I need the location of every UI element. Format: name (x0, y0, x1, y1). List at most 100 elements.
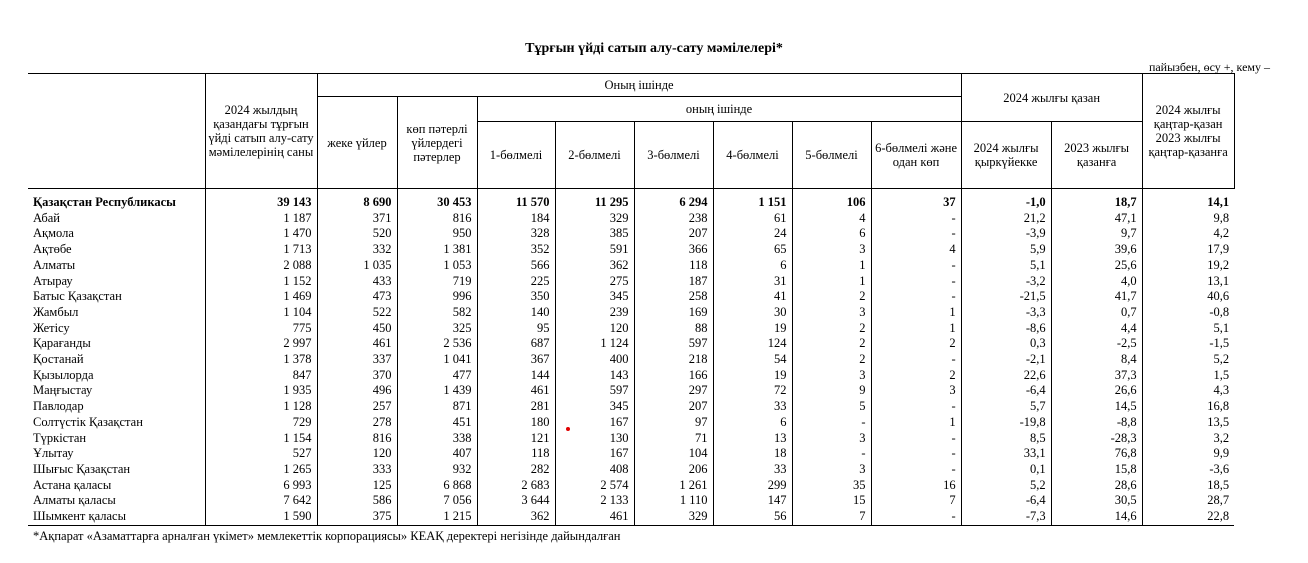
cell-sep: -3,3 (960, 304, 1052, 321)
cell-r5: 2 (791, 289, 871, 305)
cell-r5: 35 (791, 477, 871, 494)
cell-total: 729 (204, 414, 317, 431)
cell-apts: 871 (396, 399, 477, 415)
cell-r1: 3 644 (476, 493, 555, 510)
cell-r3: 258 (633, 289, 713, 305)
header-6-room: 6-бөлмелі және одан көп (870, 121, 962, 189)
cell-ytd: -1,5 (1141, 336, 1235, 353)
cell-r1: 144 (476, 367, 555, 384)
cell-apts: 950 (396, 226, 477, 243)
cell-r6: 1 (870, 414, 962, 431)
cell-r1: 362 (476, 509, 555, 526)
cell-oct: 0,7 (1050, 304, 1143, 321)
cell-r4: 18 (712, 446, 792, 462)
cell-ytd: -3,6 (1141, 461, 1235, 478)
cell-r6: 7 (870, 493, 962, 510)
cell-houses: 120 (316, 446, 397, 462)
cell-sep: 5,7 (960, 399, 1052, 415)
cell-sep: 0,1 (960, 461, 1052, 478)
cell-houses: 522 (316, 304, 397, 321)
cell-oct: 15,8 (1050, 461, 1143, 478)
table-row: Маңғыстау 1 935 496 1 439 461 597 297 72 9 3 -6,4 2… (28, 383, 1235, 400)
table-row: Қазақстан Республикасы 39 143 8 690 30 453 1… (28, 188, 1235, 211)
cell-r3: 207 (633, 226, 713, 243)
cell-houses: 337 (316, 352, 397, 368)
cell-sep: -3,9 (960, 226, 1052, 243)
cell-r6: 4 (870, 242, 962, 258)
region-name: Ұлытау (33, 446, 74, 461)
cell-r2: 345 (554, 289, 634, 305)
table-row: Астана қаласы 6 993 125 6 868 2 683 2 574 1 26… (28, 477, 1235, 494)
units-note: пайызбен, өсу +, кему – (1148, 60, 1270, 74)
cell-r5: 2 (791, 320, 871, 337)
cell-total: 6 993 (204, 477, 317, 494)
cell-ytd: 14,1 (1141, 188, 1235, 211)
cell-apts: 407 (396, 446, 477, 462)
cell-total: 7 642 (204, 493, 317, 510)
cell-r5: 7 (791, 509, 871, 526)
cell-r5: 106 (791, 188, 871, 211)
cell-r5: 2 (791, 352, 871, 368)
cell-apts: 6 868 (396, 477, 477, 494)
cell-total: 1 187 (204, 210, 317, 227)
cell-r1: 118 (476, 446, 555, 462)
header-vs-sep: 2024 жылғы қыркүйекке (960, 121, 1052, 189)
cell-total: 2 088 (204, 257, 317, 274)
cell-oct: 28,6 (1050, 477, 1143, 494)
cell-sep: -6,4 (960, 383, 1052, 400)
cell-apts: 30 453 (396, 188, 477, 211)
cell-houses: 450 (316, 320, 397, 337)
cell-r4: 41 (712, 289, 792, 305)
cell-r5: 3 (791, 367, 871, 384)
region-name: Ақмола (33, 226, 74, 241)
cell-r2: 385 (554, 226, 634, 243)
cell-ytd: 16,8 (1141, 399, 1235, 415)
cell-oct: 30,5 (1050, 493, 1143, 510)
cell-sep: 22,6 (960, 367, 1052, 384)
cell-r5: 3 (791, 461, 871, 478)
cell-r3: 88 (633, 320, 713, 337)
cell-houses: 371 (316, 210, 397, 227)
cell-ytd: 3,2 (1141, 430, 1235, 447)
cell-sep: -3,2 (960, 273, 1052, 290)
cell-oct: 39,6 (1050, 242, 1143, 258)
cell-ytd: 13,5 (1141, 414, 1235, 431)
cell-r3: 169 (633, 304, 713, 321)
cell-r4: 19 (712, 320, 792, 337)
region-name: Павлодар (33, 399, 84, 414)
cell-r5: - (791, 446, 871, 462)
cell-r3: 1 261 (633, 477, 713, 494)
table-row: Батыс Қазақстан 1 469 473 996 350 345 258 41 2- -… (28, 289, 1235, 305)
header-vs-oct: 2023 жылғы қазанға (1050, 121, 1143, 189)
table-row: Қызылорда 847 370 477 144 143 166 19 3 2 22,6 37,3 1… (28, 367, 1235, 384)
cell-r6: - (870, 257, 962, 274)
header-ytd: 2024 жылғы қаңтар-қазан 2023 жылғы қаңта… (1141, 73, 1235, 189)
region-name: Алматы қаласы (33, 493, 116, 508)
cell-r5: 3 (791, 430, 871, 447)
table-row: Жамбыл 1 104 522 582 140 239 169 30 3 1 -3,3 0,7 -0,… (28, 304, 1235, 321)
cell-r2: 239 (554, 304, 634, 321)
cell-apts: 1 041 (396, 352, 477, 368)
cell-oct: 4,0 (1050, 273, 1143, 290)
cell-total: 1 470 (204, 226, 317, 243)
cell-total: 1 713 (204, 242, 317, 258)
cell-r6: - (870, 352, 962, 368)
cell-r3: 71 (633, 430, 713, 447)
cell-oct: 14,6 (1050, 509, 1143, 526)
cell-houses: 8 690 (316, 188, 397, 211)
footnote: *Ақпарат «Азаматтарға арналған үкімет» м… (33, 529, 621, 543)
cell-r3: 218 (633, 352, 713, 368)
table-row: Абай 1 187 371 816 184 329 238 61 4-21,2 47,1 9,8 (28, 210, 1235, 227)
cell-ytd: 22,8 (1141, 509, 1235, 526)
table-row: Ақтөбе 1 713 332 1 381 352 591 366 65 3 4 5,9 39,6 1… (28, 242, 1235, 258)
cell-houses: 257 (316, 399, 397, 415)
cell-r1: 282 (476, 461, 555, 478)
cell-r4: 61 (712, 210, 792, 227)
cell-apts: 325 (396, 320, 477, 337)
cell-houses: 1 035 (316, 257, 397, 274)
table-row: Ақмола 1 470 520 950 328 385 207 24 6- -3,9 9,7 4,2 (28, 226, 1235, 243)
header-5-room: 5-бөлмелі (791, 121, 872, 189)
table-row: Шымкент қаласы 1 590 375 1 215 362 461 329 56 7-… (28, 509, 1235, 526)
region-name: Түркістан (33, 430, 87, 445)
cell-total: 39 143 (204, 188, 317, 211)
